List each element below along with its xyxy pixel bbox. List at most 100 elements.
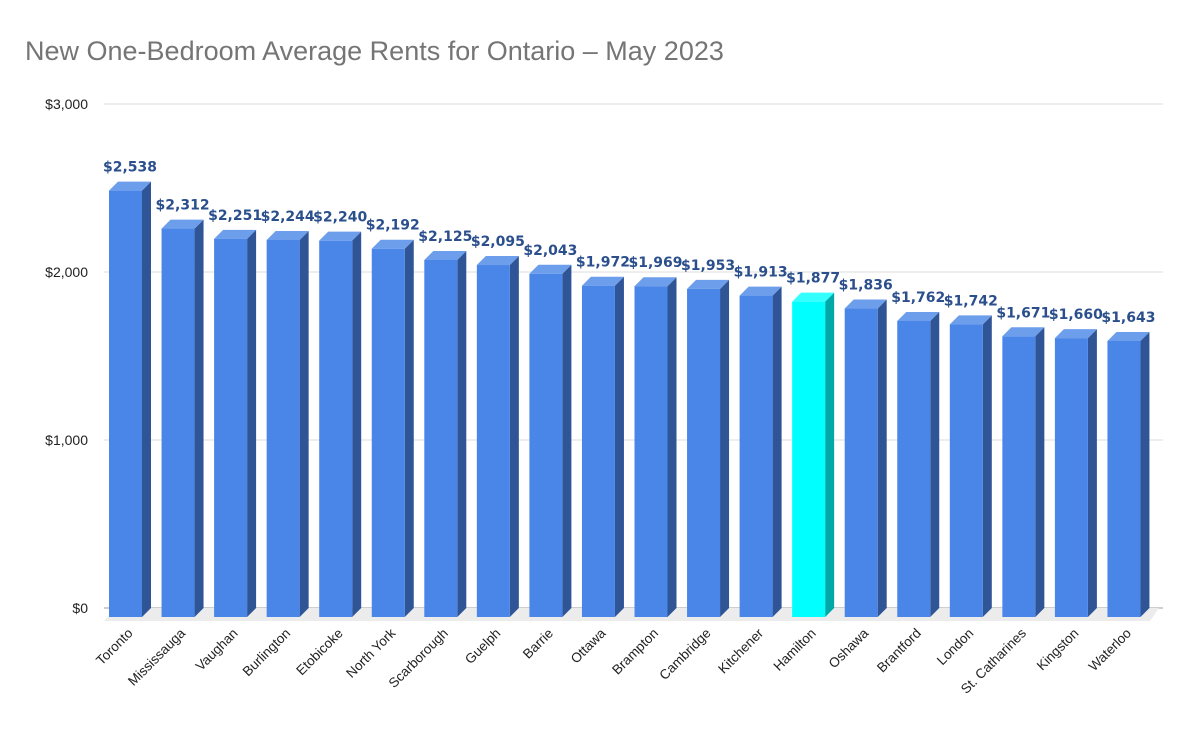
bar-front [319, 240, 353, 617]
bar-kingston[interactable] [1054, 329, 1097, 617]
bar-burlington[interactable] [266, 231, 309, 617]
bar-mississauga[interactable] [161, 219, 204, 618]
floor-plane [104, 608, 1159, 621]
bar-guelph[interactable] [476, 256, 519, 617]
x-tick-label: Hamilton [770, 626, 818, 674]
bar-top [266, 231, 309, 241]
bar-side [772, 286, 782, 617]
bar-side [825, 292, 835, 617]
data-label: $2,240 [313, 210, 367, 226]
data-label: $2,095 [471, 234, 525, 250]
bar-etobicoke[interactable] [319, 231, 362, 617]
x-tick-label: Kitchener [715, 625, 766, 676]
bar-cambridge[interactable] [687, 279, 730, 617]
bar-top [529, 264, 572, 274]
bar-top [844, 299, 887, 309]
data-label: $2,312 [156, 198, 210, 214]
bar-barrie[interactable] [529, 264, 572, 617]
bar-brampton[interactable] [634, 277, 677, 617]
bar-top [792, 292, 835, 302]
x-tick-label: Mississauga [125, 625, 188, 688]
bar-side [562, 264, 572, 617]
chart-title: New One-Bedroom Average Rents for Ontari… [25, 36, 724, 66]
bar-brantford[interactable] [897, 311, 940, 617]
x-tick-label: London [934, 626, 976, 668]
data-label: $1,660 [1049, 307, 1103, 323]
bar-side [194, 219, 204, 618]
bar-side [1140, 331, 1150, 617]
bar-top [1107, 331, 1150, 341]
bar-side [1087, 329, 1097, 617]
bar-top [371, 239, 414, 249]
bar-top [1054, 329, 1097, 339]
x-tick-label: Etobicoke [293, 626, 346, 679]
bar-ottawa[interactable] [581, 276, 624, 617]
bar-waterloo[interactable] [1107, 331, 1150, 617]
data-label: $1,762 [891, 290, 945, 306]
data-labels: $2,538 $2,312$2,251$2,244$2,240$2,192$2,1… [103, 160, 1155, 326]
bar-side [720, 279, 730, 617]
bar-side [404, 239, 414, 617]
data-label: $1,742 [944, 293, 998, 309]
bar-front [687, 288, 721, 617]
x-tick-label: Oshawa [826, 625, 872, 671]
y-tick-label: $2,000 [45, 264, 88, 280]
bar-top [109, 181, 151, 191]
bar-side [299, 231, 309, 617]
bar-top [897, 311, 940, 321]
x-tick-label: Cambridge [656, 626, 713, 683]
bar-front [371, 248, 405, 617]
bar-north-york[interactable] [371, 239, 414, 617]
data-label: $2,538 [103, 160, 157, 176]
bar-london[interactable] [949, 315, 992, 617]
bar-top [476, 256, 519, 266]
bar-top [687, 279, 730, 289]
data-label: $1,836 [839, 278, 893, 294]
data-label: $2,125 [418, 229, 472, 245]
bar-hamilton[interactable] [792, 292, 835, 617]
bar-front [792, 301, 826, 617]
x-tick-label: Guelph [462, 626, 503, 667]
bar-top [424, 251, 467, 260]
bar-front [266, 240, 300, 617]
bar-toronto[interactable] [109, 181, 151, 617]
bar-side [982, 315, 992, 617]
data-label: $1,671 [996, 305, 1050, 321]
data-label: $1,972 [576, 255, 630, 271]
bar-vaughan[interactable] [214, 229, 257, 617]
bar-side [667, 277, 677, 617]
bar-side [142, 181, 151, 617]
bar-front [1002, 336, 1036, 617]
bar-scarborough[interactable] [424, 251, 467, 617]
bar-top [161, 219, 204, 229]
bar-front [529, 273, 563, 617]
bar-side [930, 311, 940, 617]
bar-front [476, 265, 510, 617]
x-tick-label: Kingston [1034, 626, 1082, 674]
bar-top [739, 286, 782, 296]
bar-side [509, 256, 519, 617]
data-label: $2,192 [366, 218, 420, 234]
bar-oshawa[interactable] [844, 299, 887, 617]
bar-top [1002, 327, 1045, 337]
bar-side [1035, 327, 1045, 617]
bar-front [739, 295, 773, 617]
bar-side [247, 229, 257, 617]
bar-top [319, 231, 362, 241]
bar-front [424, 260, 458, 617]
bar-top [949, 315, 992, 325]
bar-side [614, 276, 624, 617]
bar-side [352, 231, 362, 617]
bar-st-catharines[interactable] [1002, 327, 1045, 617]
bar-kitchener[interactable] [739, 286, 782, 617]
bar-front [1054, 338, 1088, 617]
bar-front [897, 320, 931, 617]
bar-top [214, 229, 257, 239]
bar-side [457, 251, 467, 617]
data-label: $2,244 [261, 209, 315, 225]
x-tick-label: Burlington [240, 626, 294, 680]
bar-front [161, 228, 195, 618]
y-axis: $0 $1,000 $2,000 $3,000 [45, 96, 88, 616]
